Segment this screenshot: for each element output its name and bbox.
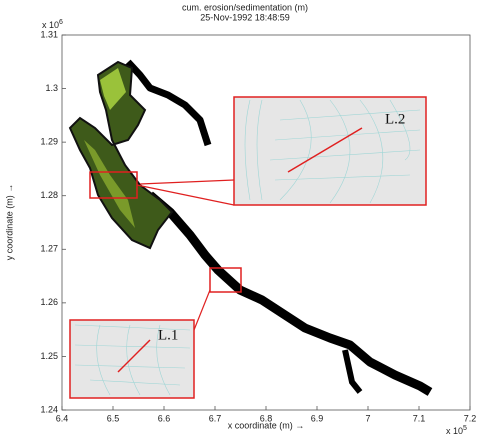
x-tick-label: 6.9 <box>311 413 324 423</box>
y-tick-label: 1.28 <box>40 190 58 200</box>
annotation: L.2 <box>385 111 405 127</box>
y-axis-label: y coordinate (m) → <box>4 184 14 261</box>
y-tick-label: 1.3 <box>45 83 58 93</box>
x-tick-label: 7.2 <box>464 413 477 423</box>
y-tick-label: 1.26 <box>40 297 58 307</box>
y-tick-label: 1.27 <box>40 244 58 254</box>
y-tick-label: 1.29 <box>40 137 58 147</box>
y-tick-label: 1.25 <box>40 351 58 361</box>
y-tick-label: 1.31 <box>40 29 58 39</box>
x-tick-label: 7.1 <box>413 413 426 423</box>
x-tick-label: 6.7 <box>209 413 222 423</box>
x-tick-label: 6.5 <box>107 413 120 423</box>
chart-title: cum. erosion/sedimentation (m) <box>182 2 308 12</box>
callouts: L.2 L.1 <box>69 96 427 399</box>
y-tick-label: 1.24 <box>40 404 58 414</box>
x-axis-label: x coordinate (m) → <box>228 420 305 430</box>
chart-subtitle: 25-Nov-1992 18:48:59 <box>200 12 290 22</box>
x-tick-label: 7 <box>365 413 370 423</box>
river-mesh <box>68 59 433 396</box>
x-tick-label: 6.4 <box>56 413 69 423</box>
x-tick-label: 6.8 <box>260 413 273 423</box>
x-tick-label: 6.6 <box>158 413 171 423</box>
x-exponent: x 105 <box>446 425 467 437</box>
y-exponent: x 106 <box>42 19 63 31</box>
annotation: L.1 <box>158 327 178 343</box>
